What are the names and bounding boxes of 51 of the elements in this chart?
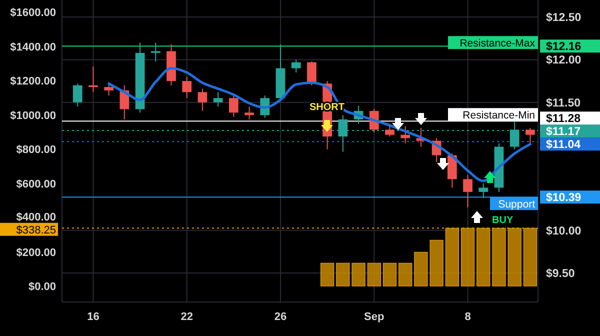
y2-tick-label: $12.00: [546, 54, 582, 67]
y2-tick-label: $10.00: [546, 225, 582, 238]
candlestick: [291, 59, 301, 74]
x-tick-label: 26: [274, 311, 287, 323]
x-tick-label: 22: [180, 311, 193, 323]
bar: [445, 228, 459, 286]
y2-tick-label: $9.50: [546, 268, 575, 280]
bar: [382, 262, 397, 286]
y-tick-label: $200.00: [16, 246, 56, 259]
bar: [320, 262, 334, 286]
candlestick: [182, 76, 192, 99]
ref-line-label: Resistance-Min: [462, 110, 536, 122]
y-tick-label: $800.00: [16, 144, 56, 156]
y2-tick-label: $12.16: [546, 41, 582, 54]
candlestick: [244, 106, 254, 120]
x-tick-label: 16: [87, 311, 100, 323]
candlestick: [526, 127, 535, 146]
y2-tick-label: $12.50: [546, 12, 582, 24]
y-tick-label: $1600.00: [10, 6, 56, 19]
candlestick: [447, 153, 457, 188]
y-tick-label: $400.00: [16, 211, 56, 224]
y-tick-label: $1000.00: [10, 110, 56, 122]
y2-tick-label: $11.50: [546, 97, 581, 110]
y2-tick-label: $10.39: [546, 192, 582, 204]
y-tick-label: $1400.00: [10, 41, 56, 54]
y-tick-label: $1200.00: [10, 76, 56, 88]
x-tick-label: 8: [464, 311, 471, 323]
ref-line-label: Support: [498, 198, 536, 211]
y2-tick-label: $11.17: [546, 126, 581, 138]
candlestick: [198, 88, 208, 112]
y-tick-label: $0.00: [28, 281, 56, 294]
bar: [367, 262, 381, 286]
ref-line-label: Resistance-Max: [460, 38, 536, 50]
candlestick: [463, 174, 472, 208]
x-tick-label: Sep: [364, 311, 384, 323]
candlestick: [150, 42, 160, 62]
candlestick: [478, 182, 488, 198]
y2-tick-label: $11.04: [546, 139, 582, 152]
candlestick: [72, 83, 82, 108]
bar: [460, 228, 475, 286]
annotation: BUY: [492, 215, 514, 226]
bar: [523, 228, 537, 286]
y-tick-label: $600.00: [16, 178, 56, 190]
candlestick: [307, 60, 316, 86]
candlestick: [385, 123, 394, 137]
candlestick: [104, 83, 114, 96]
y-tick-label: $338.25: [16, 224, 56, 236]
candlestick: [213, 92, 223, 108]
bar: [398, 262, 412, 286]
y2-tick-label: $11.28: [546, 113, 582, 126]
candlestick: [228, 93, 238, 118]
